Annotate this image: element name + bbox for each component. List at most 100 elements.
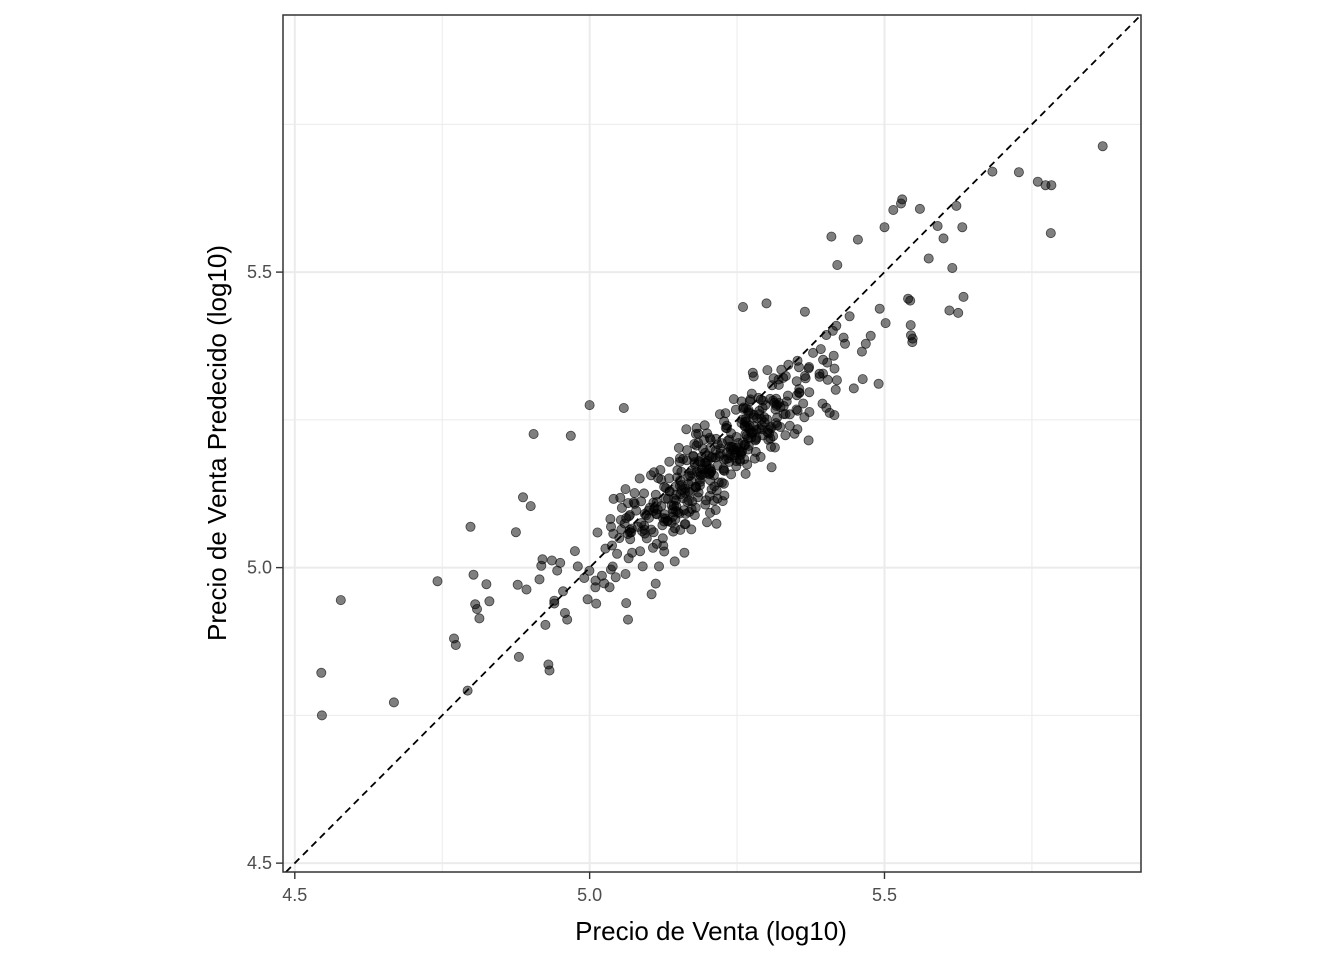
data-point [957, 222, 968, 233]
data-point [558, 586, 569, 597]
data-point [702, 517, 713, 528]
data-point [690, 482, 701, 493]
data-point [691, 440, 702, 451]
data-point [817, 398, 828, 409]
data-point [731, 442, 742, 453]
data-point [958, 291, 969, 302]
data-point [612, 548, 623, 559]
data-point [656, 501, 667, 512]
data-point [675, 480, 686, 491]
data-point [666, 517, 677, 528]
data-point [860, 338, 871, 349]
data-point [874, 303, 885, 314]
data-point [848, 383, 859, 394]
data-point [584, 565, 595, 576]
data-point [657, 533, 668, 544]
data-point [905, 295, 916, 306]
data-point [713, 477, 724, 488]
data-point [528, 428, 539, 439]
data-point [673, 442, 684, 453]
data-point [738, 301, 749, 312]
data-point [829, 363, 840, 374]
data-point [669, 556, 680, 567]
data-point [831, 320, 842, 331]
data-point [944, 305, 955, 316]
data-point [711, 518, 722, 529]
data-point [635, 546, 646, 557]
data-point [799, 412, 810, 423]
data-point [618, 402, 629, 413]
data-point [604, 582, 615, 593]
data-point [897, 194, 908, 205]
data-point [664, 456, 675, 467]
data-point [518, 492, 529, 503]
data-point [831, 375, 842, 386]
data-point [765, 393, 776, 404]
data-point [572, 561, 583, 572]
data-point [624, 511, 635, 522]
x-tick-label: 5.5 [872, 885, 897, 905]
data-point [815, 344, 826, 355]
x-tick-label: 4.5 [282, 885, 307, 905]
data-point [712, 439, 723, 450]
data-point [784, 420, 795, 431]
data-point [654, 561, 665, 572]
data-point [608, 528, 619, 539]
data-point [675, 524, 686, 535]
data-point [525, 501, 536, 512]
data-point [752, 413, 763, 424]
data-point [634, 473, 645, 484]
data-point [844, 311, 855, 322]
data-point [432, 576, 443, 587]
data-point [953, 307, 964, 318]
data-point [596, 570, 607, 581]
data-point [804, 387, 815, 398]
data-point [1097, 141, 1108, 152]
data-point [619, 518, 630, 529]
data-point [316, 667, 327, 678]
data-point [761, 298, 772, 309]
data-point [388, 697, 399, 708]
data-point [600, 543, 611, 554]
data-point [620, 569, 631, 580]
data-point [605, 564, 616, 575]
data-point [658, 513, 669, 524]
data-point [745, 408, 756, 419]
data-point [512, 579, 523, 590]
data-point [621, 598, 632, 609]
data-point [763, 424, 774, 435]
data-point [780, 371, 791, 382]
data-point [772, 420, 783, 431]
identity-reference-line [285, 14, 1142, 873]
y-tick-label: 5.5 [247, 262, 272, 282]
data-point [747, 367, 758, 378]
x-tick-label: 5.0 [577, 885, 602, 905]
grid-lines [283, 15, 1141, 872]
data-point [840, 338, 851, 349]
x-axis-ticks: 4.5 5.0 5.5 [282, 872, 897, 905]
data-point [766, 462, 777, 473]
data-point [762, 365, 773, 376]
data-point [544, 665, 555, 676]
data-point [592, 527, 603, 538]
data-point [818, 368, 829, 379]
data-point [720, 408, 731, 419]
data-point [923, 253, 934, 264]
data-point [830, 384, 841, 395]
data-point [623, 614, 634, 625]
data-point [828, 350, 839, 361]
data-point [639, 528, 650, 539]
data-point [672, 465, 683, 476]
data-point [799, 370, 810, 381]
data-point [1013, 167, 1024, 178]
data-point [316, 710, 327, 721]
y-axis-title: Precio de Venta Predecido (log10) [202, 245, 232, 641]
data-point [450, 640, 461, 651]
data-point [932, 220, 943, 231]
data-point [684, 506, 695, 517]
data-point [615, 492, 626, 503]
data-point [704, 432, 715, 443]
data-point [610, 572, 621, 583]
data-point [582, 594, 593, 605]
